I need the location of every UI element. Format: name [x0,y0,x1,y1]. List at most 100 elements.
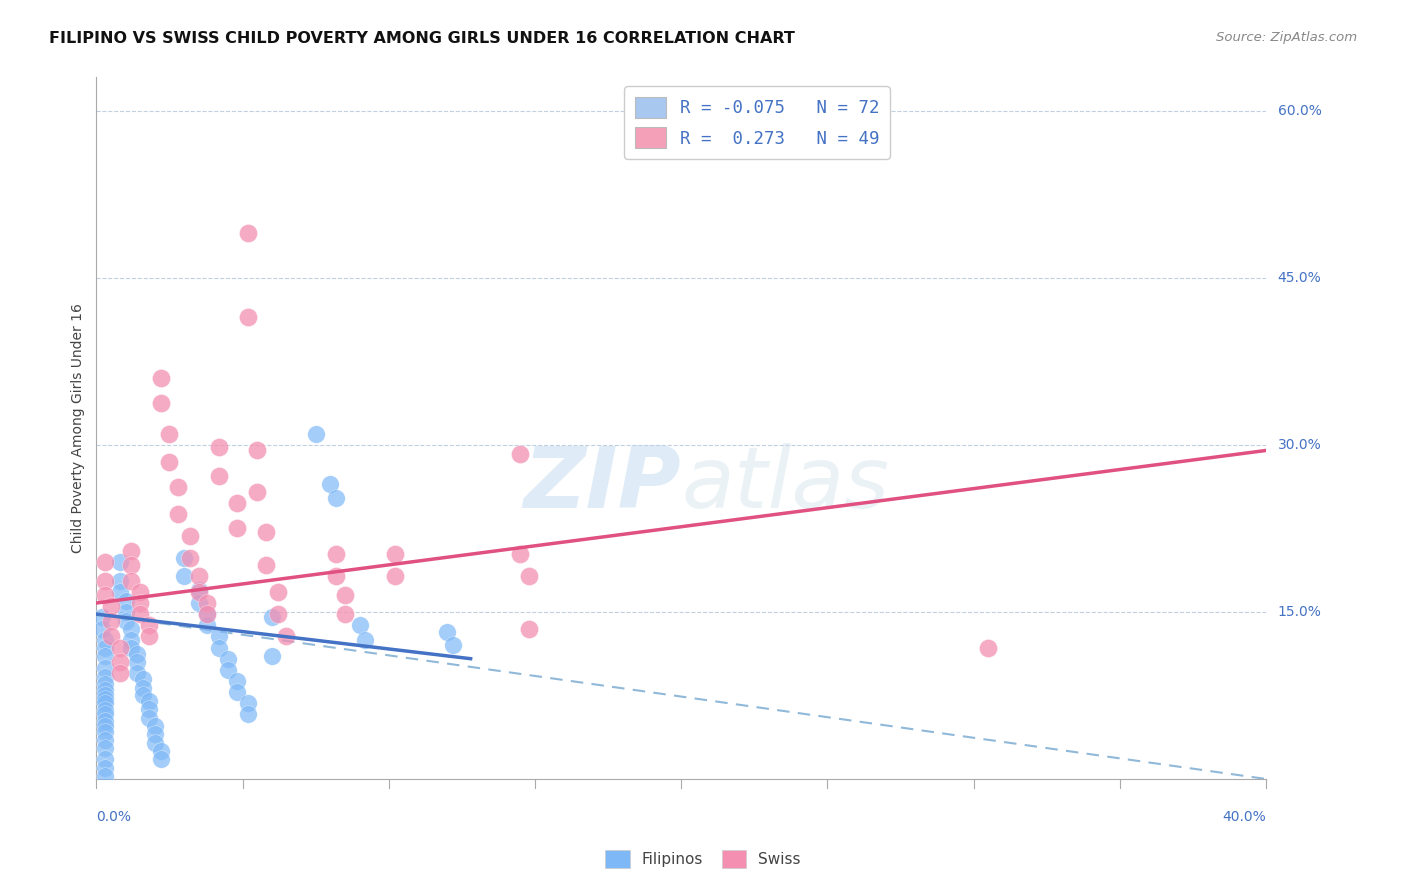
Point [94,703,117,717]
Point [208,640,231,655]
Point [304,426,326,441]
Point [208,440,231,454]
Point [260,649,283,664]
Point [238,310,260,324]
Point [138,702,160,716]
Point [138,629,160,643]
Point [246,484,269,499]
Point [517,569,540,583]
Point [127,666,149,681]
Text: 30.0%: 30.0% [1278,438,1322,452]
Point [94,691,117,706]
Point [225,685,247,699]
Point [384,547,406,561]
Point [276,629,298,643]
Point [120,558,142,573]
Point [333,588,356,602]
Point [254,524,277,539]
Point [187,585,209,599]
Legend: R = -0.075   N = 72, R =  0.273   N = 49: R = -0.075 N = 72, R = 0.273 N = 49 [624,87,890,159]
Point [197,596,219,610]
Point [94,555,117,569]
Point [108,640,131,655]
Point [138,694,160,708]
Text: ZIP: ZIP [523,442,681,525]
Point [100,599,122,614]
Point [94,696,117,710]
Point [325,569,347,583]
Point [149,752,172,766]
Y-axis label: Child Poverty Among Girls Under 16: Child Poverty Among Girls Under 16 [72,303,86,553]
Point [129,585,152,599]
Point [509,447,531,461]
Point [208,469,231,483]
Point [246,443,269,458]
Point [197,618,219,632]
Point [333,607,356,622]
Point [319,476,342,491]
Point [179,529,201,543]
Point [167,507,190,521]
Point [114,614,136,628]
Point [108,655,131,669]
Point [187,596,209,610]
Point [91,622,114,636]
Point [94,632,117,647]
Point [197,607,219,622]
Point [94,649,117,664]
Point [436,624,458,639]
Point [225,496,247,510]
Point [349,618,371,632]
Point [94,660,117,674]
Point [325,491,347,506]
Point [108,666,131,681]
Legend: Filipinos, Swiss: Filipinos, Swiss [599,844,807,873]
Point [266,585,288,599]
Point [208,629,231,643]
Point [266,607,288,622]
Point [238,227,260,241]
Point [159,426,181,441]
Point [977,640,1000,655]
Point [129,607,152,622]
Point [94,718,117,732]
Text: 60.0%: 60.0% [1278,103,1322,118]
Point [120,632,142,647]
Point [120,622,142,636]
Point [187,582,209,597]
Point [238,696,260,710]
Point [149,371,172,385]
Point [132,681,155,695]
Point [94,689,117,703]
Point [138,711,160,725]
Point [179,551,201,566]
Point [94,714,117,728]
Point [173,551,195,566]
Point [260,610,283,624]
Point [132,672,155,686]
Point [120,543,142,558]
Point [167,480,190,494]
Point [354,632,377,647]
Point [114,594,136,608]
Point [94,669,117,683]
Point [108,555,131,569]
Point [254,558,277,573]
Point [441,638,464,652]
Point [149,395,172,409]
Point [325,547,347,561]
Point [91,610,114,624]
Point [94,682,117,697]
Text: atlas: atlas [681,442,889,525]
Point [94,733,117,747]
Text: 40.0%: 40.0% [1222,810,1265,824]
Point [94,740,117,755]
Point [173,569,195,583]
Point [143,727,166,741]
Point [108,574,131,588]
Point [94,707,117,722]
Point [517,622,540,636]
Point [114,605,136,619]
Text: 15.0%: 15.0% [1278,605,1322,619]
Point [143,736,166,750]
